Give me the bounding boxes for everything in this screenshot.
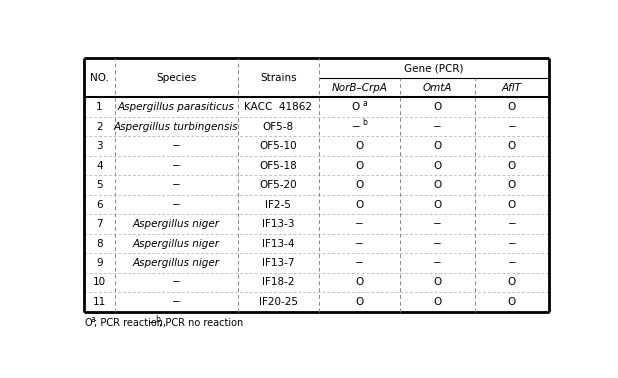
Text: O: O bbox=[433, 141, 442, 151]
Text: O: O bbox=[355, 180, 364, 190]
Text: 9: 9 bbox=[96, 258, 103, 268]
Text: 11: 11 bbox=[93, 297, 106, 307]
Text: O: O bbox=[355, 141, 364, 151]
Text: 10: 10 bbox=[93, 277, 106, 287]
Text: Aspergillus parasiticus: Aspergillus parasiticus bbox=[118, 102, 235, 112]
Text: O: O bbox=[508, 161, 516, 170]
Text: −: − bbox=[433, 122, 442, 132]
Text: −: − bbox=[172, 277, 180, 287]
Text: OF5-20: OF5-20 bbox=[260, 180, 297, 190]
Text: IF13-4: IF13-4 bbox=[262, 239, 295, 248]
Text: O: O bbox=[508, 102, 516, 112]
Text: O: O bbox=[508, 200, 516, 209]
Text: OF5-8: OF5-8 bbox=[263, 122, 294, 132]
Text: −: − bbox=[355, 239, 364, 248]
Text: −: − bbox=[507, 219, 516, 229]
Text: O: O bbox=[433, 297, 442, 307]
Text: O: O bbox=[355, 297, 364, 307]
Text: 8: 8 bbox=[96, 239, 103, 248]
Text: IF13-3: IF13-3 bbox=[262, 219, 295, 229]
Text: O: O bbox=[352, 102, 360, 112]
Text: −: − bbox=[172, 141, 180, 151]
Text: AflT: AflT bbox=[502, 83, 522, 93]
Text: −: − bbox=[507, 122, 516, 132]
Text: O: O bbox=[433, 200, 442, 209]
Text: Aspergillus turbingensis: Aspergillus turbingensis bbox=[114, 122, 239, 132]
Text: −: − bbox=[433, 239, 442, 248]
Text: 3: 3 bbox=[96, 141, 103, 151]
Text: ; PCR reaction,: ; PCR reaction, bbox=[94, 318, 172, 327]
Text: O: O bbox=[508, 141, 516, 151]
Text: −: − bbox=[433, 219, 442, 229]
Text: O: O bbox=[433, 161, 442, 170]
Text: Strains: Strains bbox=[260, 73, 297, 83]
Text: −: − bbox=[355, 219, 364, 229]
Text: −: − bbox=[172, 297, 180, 307]
Text: O: O bbox=[508, 297, 516, 307]
Text: −: − bbox=[355, 258, 364, 268]
Text: 2: 2 bbox=[96, 122, 103, 132]
Text: −: − bbox=[172, 180, 180, 190]
Text: O: O bbox=[355, 200, 364, 209]
Text: IF13-7: IF13-7 bbox=[262, 258, 295, 268]
Text: O: O bbox=[508, 277, 516, 287]
Text: IF20-25: IF20-25 bbox=[259, 297, 298, 307]
Text: IF2-5: IF2-5 bbox=[266, 200, 291, 209]
Text: O: O bbox=[433, 102, 442, 112]
Text: Species: Species bbox=[156, 73, 197, 83]
Text: a: a bbox=[90, 314, 95, 324]
Text: −: − bbox=[172, 200, 180, 209]
Text: Aspergillus niger: Aspergillus niger bbox=[133, 258, 219, 268]
Text: NorB–CrpA: NorB–CrpA bbox=[332, 83, 387, 93]
Text: IF18-2: IF18-2 bbox=[262, 277, 295, 287]
Text: −: − bbox=[507, 258, 516, 268]
Text: 5: 5 bbox=[96, 180, 103, 190]
Text: a: a bbox=[362, 99, 367, 108]
Text: 7: 7 bbox=[96, 219, 103, 229]
Text: −: − bbox=[507, 239, 516, 248]
Text: Aspergillus niger: Aspergillus niger bbox=[133, 219, 219, 229]
Text: O: O bbox=[508, 180, 516, 190]
Text: ; PCR no reaction: ; PCR no reaction bbox=[159, 318, 243, 327]
Text: b: b bbox=[362, 118, 367, 127]
Text: OmtA: OmtA bbox=[423, 83, 452, 93]
Text: −: − bbox=[149, 318, 157, 327]
Text: Gene (PCR): Gene (PCR) bbox=[404, 63, 464, 73]
Text: 1: 1 bbox=[96, 102, 103, 112]
Text: O: O bbox=[433, 180, 442, 190]
Text: OF5-10: OF5-10 bbox=[260, 141, 297, 151]
Text: b: b bbox=[155, 314, 159, 324]
Text: −: − bbox=[172, 161, 180, 170]
Text: NO.: NO. bbox=[90, 73, 109, 83]
Text: O: O bbox=[433, 277, 442, 287]
Text: O: O bbox=[355, 277, 364, 287]
Text: −: − bbox=[352, 122, 360, 132]
Text: −: − bbox=[433, 258, 442, 268]
Text: OF5-18: OF5-18 bbox=[260, 161, 297, 170]
Text: 6: 6 bbox=[96, 200, 103, 209]
Text: O: O bbox=[355, 161, 364, 170]
Text: Aspergillus niger: Aspergillus niger bbox=[133, 239, 219, 248]
Text: 4: 4 bbox=[96, 161, 103, 170]
Text: O: O bbox=[85, 318, 92, 327]
Text: KACC  41862: KACC 41862 bbox=[244, 102, 312, 112]
